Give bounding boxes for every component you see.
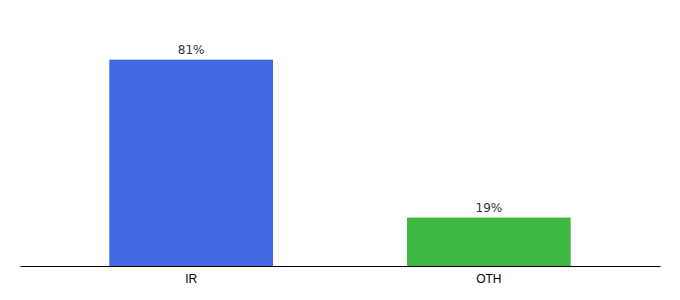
x-axis: IR OTH xyxy=(21,267,661,286)
x-tick-label: IR xyxy=(185,272,197,286)
bar xyxy=(109,60,273,266)
bar xyxy=(407,218,571,266)
plot-area: IR OTH 81% 19% xyxy=(21,43,661,286)
data-label: 81% xyxy=(178,43,205,57)
data-labels: 81% 19% xyxy=(178,43,502,215)
x-axis-line xyxy=(21,266,661,267)
data-label: 19% xyxy=(476,201,503,215)
x-tick: OTH xyxy=(476,272,501,286)
chart-svg: IR OTH 81% 19% xyxy=(0,0,680,300)
x-tick: IR xyxy=(185,272,197,286)
bars xyxy=(109,60,570,266)
chart-container: IR OTH 81% 19% xyxy=(0,0,680,300)
x-tick-label: OTH xyxy=(476,272,501,286)
